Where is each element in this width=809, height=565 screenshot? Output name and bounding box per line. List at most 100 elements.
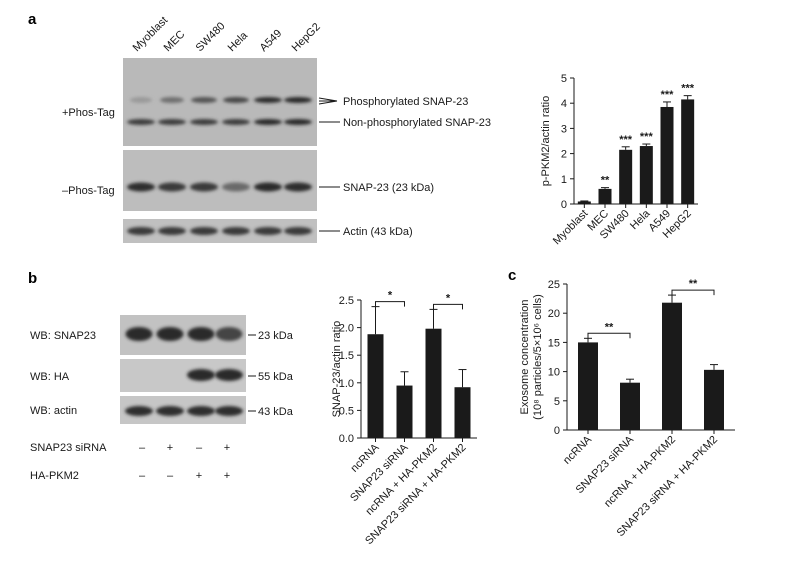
treatment-label-snap23-sirna: SNAP23 siRNA bbox=[30, 442, 107, 454]
bar-snap23-sirna bbox=[620, 382, 640, 430]
kda-label-55: 55 kDa bbox=[258, 371, 294, 383]
bar-ncrna-ha-pkm2 bbox=[425, 328, 442, 438]
callout-snap23: SNAP-23 (23 kDa) bbox=[319, 182, 434, 194]
blot-phos-tag-plus bbox=[123, 58, 317, 146]
band-non-phosphorylated bbox=[222, 119, 250, 125]
band-b-actin bbox=[125, 406, 153, 416]
significance-label: *** bbox=[681, 83, 695, 95]
bar-ncrna bbox=[367, 334, 384, 438]
panel-c-letter: c bbox=[508, 267, 516, 284]
treatment-signs: – + – + – – + + bbox=[139, 442, 230, 482]
treatment-sign: + bbox=[224, 442, 230, 454]
band-phosphorylated bbox=[191, 97, 217, 103]
band-phosphorylated bbox=[160, 97, 184, 103]
treatment-sign: + bbox=[167, 442, 173, 454]
lane-label-sw480: SW480 bbox=[194, 20, 228, 54]
bar-ncrna bbox=[578, 342, 598, 430]
band-actin bbox=[127, 227, 155, 235]
band-actin bbox=[190, 227, 218, 235]
comparison-label: ** bbox=[689, 278, 698, 290]
y-axis-label-units: (10⁸ particles/5×10⁶ cells) bbox=[532, 294, 544, 420]
wb-label-snap23: WB: SNAP23 bbox=[30, 330, 96, 342]
comparison-bracket bbox=[433, 303, 463, 310]
label-phosphorylated-snap23: Phosphorylated SNAP-23 bbox=[343, 96, 468, 108]
band-non-phosphorylated bbox=[284, 119, 312, 125]
y-tick-label: 15 bbox=[548, 337, 560, 349]
band-b-snap23 bbox=[215, 327, 243, 341]
blot-phos-tag-minus-bands bbox=[127, 182, 312, 192]
y-tick-label: 0.5 bbox=[339, 405, 354, 417]
band-b-snap23 bbox=[187, 327, 215, 341]
lane-label-a549: A549 bbox=[258, 27, 285, 54]
y-tick-label: 0 bbox=[554, 425, 560, 437]
y-axis-label: Exosome concentration bbox=[519, 300, 531, 415]
band-phosphorylated bbox=[130, 97, 152, 103]
band-non-phosphorylated bbox=[127, 119, 155, 125]
lane-label-hepg2: HepG2 bbox=[290, 21, 323, 54]
bar-snap23-sirna-ha-pkm2 bbox=[454, 387, 471, 438]
comparison-label: ** bbox=[605, 321, 614, 333]
lane-label-mec: MEC bbox=[162, 28, 188, 54]
callout-non-phosphorylated: Non-phosphorylated SNAP-23 bbox=[319, 117, 491, 129]
band-snap23 bbox=[127, 182, 155, 192]
band-b-ha bbox=[187, 369, 215, 381]
significance-label: *** bbox=[640, 131, 654, 143]
label-actin-43kda: Actin (43 kDa) bbox=[343, 226, 413, 238]
band-actin bbox=[254, 227, 282, 235]
band-b-actin bbox=[187, 406, 215, 416]
chart-c: 0 5 10 15 20 25 Exosome concentration (10⁸ part… bbox=[519, 278, 735, 539]
bar-snap23-sirna bbox=[396, 385, 413, 438]
bar-hela bbox=[639, 146, 653, 204]
comparison-bracket bbox=[671, 289, 715, 296]
y-tick-label: 1.0 bbox=[339, 378, 354, 390]
significance-label: *** bbox=[619, 134, 633, 146]
label-non-phosphorylated-snap23: Non-phosphorylated SNAP-23 bbox=[343, 117, 491, 129]
y-tick-label: 0 bbox=[561, 199, 567, 211]
blot-phos-tag-minus bbox=[123, 150, 317, 211]
callout-actin: Actin (43 kDa) bbox=[319, 226, 413, 238]
band-phosphorylated bbox=[284, 97, 312, 103]
comparison-bracket bbox=[375, 301, 405, 307]
bar-sw480 bbox=[619, 149, 633, 204]
y-axis-label: SNAP-23/actin ratio bbox=[331, 321, 343, 418]
y-tick-label: 3 bbox=[561, 123, 567, 135]
y-tick-label: 1.5 bbox=[339, 350, 354, 362]
callout-phosphorylated: Phosphorylated SNAP-23 bbox=[318, 96, 468, 108]
treatment-sign: + bbox=[196, 470, 202, 482]
band-b-snap23 bbox=[156, 327, 184, 341]
blot-b-bands bbox=[125, 327, 243, 416]
panel-a-letter: a bbox=[28, 11, 37, 28]
band-non-phosphorylated bbox=[158, 119, 186, 125]
band-snap23 bbox=[254, 182, 282, 192]
bar-mec bbox=[598, 188, 612, 204]
y-tick-label: 25 bbox=[548, 279, 560, 291]
blot-actin-a-bands bbox=[127, 227, 312, 235]
significance-label: *** bbox=[661, 89, 675, 101]
x-tick-label-ncrna-ha-pkm2: ncRNA + HA-PKM2 bbox=[602, 434, 678, 510]
band-snap23 bbox=[190, 182, 218, 192]
treatment-sign: – bbox=[167, 470, 174, 482]
band-b-snap23 bbox=[125, 327, 153, 341]
comparison-label: * bbox=[388, 290, 393, 302]
x-tick-label-myoblast: Myoblast bbox=[551, 208, 591, 248]
panel-b-letter: b bbox=[28, 270, 37, 287]
bar-hepg2 bbox=[681, 99, 695, 204]
band-snap23 bbox=[158, 182, 186, 192]
wb-label-ha: WB: HA bbox=[30, 371, 70, 383]
y-tick-label: 0.0 bbox=[339, 433, 354, 445]
band-actin bbox=[284, 227, 312, 235]
y-tick-label: 2.0 bbox=[339, 323, 354, 335]
y-tick-label: 2.5 bbox=[339, 295, 354, 307]
label-snap23-23kda: SNAP-23 (23 kDa) bbox=[343, 182, 434, 194]
kda-label-23: 23 kDa bbox=[258, 330, 294, 342]
y-tick-label: 1 bbox=[561, 174, 567, 186]
kda-label-43: 43 kDa bbox=[258, 406, 294, 418]
band-snap23 bbox=[284, 182, 312, 192]
treatment-label-ha-pkm2: HA-PKM2 bbox=[30, 470, 79, 482]
y-tick-label: 4 bbox=[561, 98, 567, 110]
comparison-label: * bbox=[446, 292, 451, 304]
bar-snap23-sirna-ha-pkm2 bbox=[704, 369, 724, 430]
treatment-sign: + bbox=[224, 470, 230, 482]
